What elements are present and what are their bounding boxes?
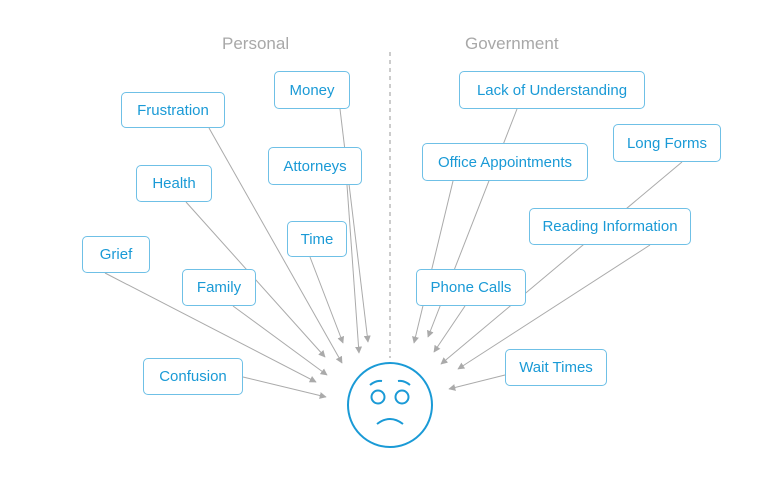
node-confusion: Confusion (143, 358, 243, 395)
sad-face-icon (347, 362, 433, 448)
arrow (433, 305, 466, 353)
arrow (457, 244, 651, 370)
arrow (208, 127, 343, 364)
node-office-appointments: Office Appointments (422, 143, 588, 181)
node-frustration: Frustration (121, 92, 225, 128)
arrow (309, 256, 345, 344)
arrow (440, 161, 683, 365)
node-time: Time (287, 221, 347, 257)
arrow (232, 305, 328, 376)
node-lack-of-understanding: Lack of Understanding (459, 71, 645, 109)
header-personal: Personal (222, 34, 290, 53)
node-family: Family (182, 269, 256, 306)
node-long-forms: Long Forms (613, 124, 721, 162)
arrow (448, 374, 506, 391)
node-grief: Grief (82, 236, 150, 273)
node-health: Health (136, 165, 212, 202)
arrow (242, 376, 327, 399)
arrow (104, 272, 317, 383)
node-money: Money (274, 71, 350, 109)
node-wait-times: Wait Times (505, 349, 607, 386)
arrow (346, 184, 363, 354)
arrow (412, 180, 454, 344)
node-attorneys: Attorneys (268, 147, 362, 185)
header-government: Government (465, 34, 559, 53)
node-reading-information: Reading Information (529, 208, 691, 245)
node-phone-calls: Phone Calls (416, 269, 526, 306)
